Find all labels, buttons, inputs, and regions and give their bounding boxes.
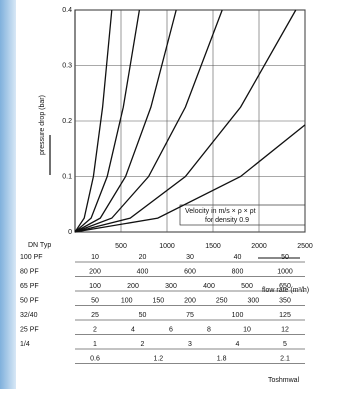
scale-value: 1000 — [277, 268, 293, 275]
credit: Toshmwal — [268, 377, 300, 384]
scale-value: 300 — [165, 283, 177, 290]
scale-value: 20 — [139, 254, 147, 261]
scale-label: 32/40 — [20, 312, 38, 319]
scale-value: 75 — [186, 312, 194, 319]
scale-value: 200 — [184, 297, 196, 304]
curve — [74, 9, 113, 233]
curve — [74, 9, 141, 233]
scale-value: 10 — [243, 326, 251, 333]
curve — [74, 9, 297, 233]
scale-value: 8 — [207, 326, 211, 333]
scale-value: 50 — [91, 297, 99, 304]
scale-value: 300 — [247, 297, 259, 304]
scale-value: 50 — [139, 312, 147, 319]
x-tick-label: 1000 — [159, 243, 175, 250]
scale-value: 2 — [141, 341, 145, 348]
curve — [74, 124, 306, 233]
scale-value: 12 — [281, 326, 289, 333]
scale-value: 350 — [279, 297, 291, 304]
scale-value: 650 — [279, 283, 291, 290]
scale-value: 6 — [169, 326, 173, 333]
scale-value: 1.2 — [153, 355, 163, 362]
scale-value: 250 — [216, 297, 228, 304]
scale-value: 10 — [91, 254, 99, 261]
scale-value: 100 — [232, 312, 244, 319]
scale-value: 0.6 — [90, 355, 100, 362]
curve — [74, 9, 177, 233]
scale-value: 600 — [184, 268, 196, 275]
y-tick-label: 0 — [68, 229, 72, 236]
scale-value: 200 — [127, 283, 139, 290]
y-tick-label: 0.4 — [62, 7, 72, 14]
x-tick-label: 1500 — [205, 243, 221, 250]
scale-value: 40 — [234, 254, 242, 261]
note: for density 0.9 — [205, 217, 249, 224]
scale-label: 1/4 — [20, 341, 30, 348]
scale-value: 400 — [203, 283, 215, 290]
scale-value: 150 — [152, 297, 164, 304]
side-strip — [0, 0, 16, 389]
x-tick-label: 500 — [115, 243, 127, 250]
scale-value: 200 — [89, 268, 101, 275]
scale-value: 25 — [91, 312, 99, 319]
scale-value: 400 — [137, 268, 149, 275]
scale-label: 50 PF — [20, 297, 39, 304]
scale-value: 2.1 — [280, 355, 290, 362]
scale-value: 800 — [232, 268, 244, 275]
scale-value: 30 — [186, 254, 194, 261]
scale-value: 1 — [93, 341, 97, 348]
scale-value: 5 — [283, 341, 287, 348]
scale-value: 2 — [93, 326, 97, 333]
scale-value: 4 — [131, 326, 135, 333]
y-tick-label: 0.3 — [62, 62, 72, 69]
scale-value: 125 — [279, 312, 291, 319]
y-tick-label: 0.2 — [62, 118, 72, 125]
scale-value: 500 — [241, 283, 253, 290]
scale-value: 50 — [281, 254, 289, 261]
x-tick-label: 2500 — [297, 243, 313, 250]
x-tick-label: 2000 — [251, 243, 267, 250]
scale-label: 100 PF — [20, 254, 43, 261]
scale-value: 4 — [236, 341, 240, 348]
scale-value: 3 — [188, 341, 192, 348]
curve — [74, 9, 223, 233]
y-axis-label: pressure drop (bar) — [39, 95, 46, 155]
scale-label: 25 PF — [20, 326, 39, 333]
scale-value: 100 — [121, 297, 133, 304]
dn-header: DN Typ — [28, 242, 51, 249]
note: Velocity in m/s × ρ × ρt — [185, 208, 256, 215]
scale-label: 80 PF — [20, 268, 39, 275]
flow-label: flow rate (m³/h) — [262, 287, 309, 294]
scale-label: 65 PF — [20, 283, 39, 290]
scale-value: 100 — [89, 283, 101, 290]
scale-value: 1.8 — [217, 355, 227, 362]
y-tick-label: 0.1 — [62, 173, 72, 180]
